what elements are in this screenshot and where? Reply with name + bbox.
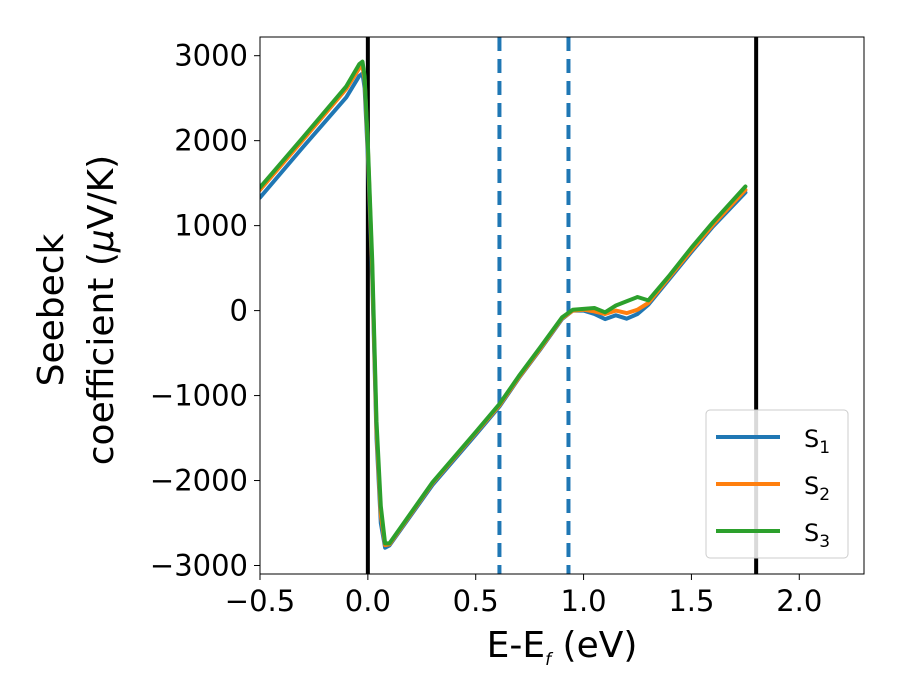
x-axis-title: E-Ef (eV) <box>487 625 638 670</box>
x-tick-label: −0.5 <box>225 584 295 618</box>
legend-label-s2: S2 <box>804 472 830 505</box>
y-axis-title: Seebeck coefficient (μV/K) <box>31 155 122 465</box>
plot-frame <box>259 36 865 575</box>
series-line-s2 <box>260 64 748 548</box>
y-tick-label: 2000 <box>174 124 248 158</box>
legend: S1 S2 S3 <box>705 409 849 559</box>
y-axis-title-line1: Seebeck <box>31 233 72 386</box>
y-axis: 3000 2000 1000 0 −1000 −2000 −3000 <box>150 39 260 583</box>
x-axis: −0.5 0.0 0.5 1.0 1.5 2.0 <box>225 574 822 618</box>
x-tick-label: 0.0 <box>345 584 391 618</box>
series-line-s1 <box>260 71 748 550</box>
y-tick-label: −2000 <box>150 464 248 498</box>
x-tick-label: 1.5 <box>668 584 714 618</box>
y-tick-label: −3000 <box>150 549 248 583</box>
y-tick-label: 0 <box>230 294 248 328</box>
series-lines <box>260 59 748 550</box>
legend-label-s3: S3 <box>804 519 830 552</box>
y-tick-label: 3000 <box>174 39 248 73</box>
x-tick-label: 1.0 <box>561 584 607 618</box>
y-tick-label: 1000 <box>174 209 248 243</box>
series-line-s3 <box>260 59 748 546</box>
x-tick-label: 0.5 <box>453 584 499 618</box>
legend-label-s1: S1 <box>804 425 830 458</box>
x-tick-label: 2.0 <box>776 584 822 618</box>
y-tick-label: −1000 <box>150 379 248 413</box>
y-axis-title-line2: coefficient (μV/K) <box>81 155 122 465</box>
